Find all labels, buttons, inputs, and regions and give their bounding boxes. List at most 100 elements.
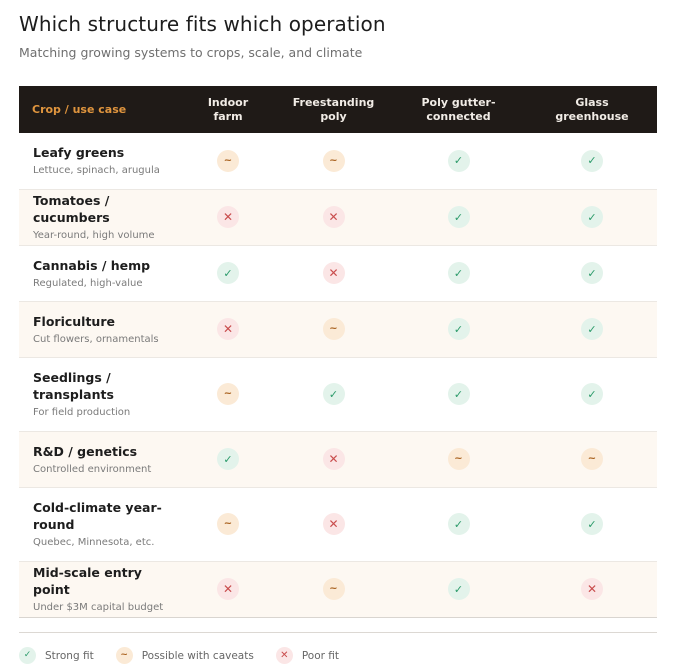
fit-cell-glass-greenhouse: ✓ xyxy=(527,301,657,358)
column-header-freestanding-poly: Freestanding poly xyxy=(277,86,390,133)
table-row: R&D / genetics Controlled environment ✓ ✕ ~ ~ xyxy=(19,431,657,488)
check-icon: ✓ xyxy=(322,383,345,405)
column-header-poly-gutter-connected: Poly gutter- connected xyxy=(390,86,527,133)
fit-cell-glass-greenhouse: ✓ xyxy=(527,189,657,246)
tilde-icon: ~ xyxy=(115,647,133,664)
fit-cell-glass-greenhouse: ✓ xyxy=(527,133,657,190)
tilde-icon: ~ xyxy=(322,149,345,172)
crop-name: Floriculture xyxy=(33,313,179,330)
check-icon: ✓ xyxy=(447,149,470,172)
crop-name-line: Leafy greens xyxy=(33,145,125,161)
fit-cell-glass-greenhouse: ✓ xyxy=(527,357,657,432)
legend-label: Possible with caveats xyxy=(141,649,254,662)
check-icon: ✓ xyxy=(447,262,470,284)
page-title: Which structure fits which operation xyxy=(19,12,386,36)
crop-name: Cold-climate year-round xyxy=(33,499,179,533)
crop-name-line: Mid-scale entry point xyxy=(33,565,142,597)
fit-cell-poly-gutter-connected: ✓ xyxy=(390,133,527,190)
check-icon: ✓ xyxy=(19,647,36,664)
fit-cell-glass-greenhouse: ~ xyxy=(527,431,657,488)
fit-cell-freestanding-poly: ~ xyxy=(277,561,390,618)
check-icon: ✓ xyxy=(447,318,470,340)
cross-icon: ✕ xyxy=(322,206,345,228)
fit-cell-poly-gutter-connected: ✓ xyxy=(390,487,527,562)
crop-name: Seedlings / transplants xyxy=(33,369,179,403)
cross-icon: ✕ xyxy=(322,448,345,470)
column-header-line: poly xyxy=(320,109,347,123)
fit-cell-poly-gutter-connected: ✓ xyxy=(390,357,527,432)
fit-cell-poly-gutter-connected: ✓ xyxy=(390,189,527,246)
tilde-icon: ~ xyxy=(217,513,239,535)
fit-cell-indoor-farm: ✕ xyxy=(179,301,277,358)
crop-name-line: Cannabis / hemp xyxy=(33,257,151,273)
table-header-row: Crop / use case Indoor farm Freestanding… xyxy=(19,86,657,133)
cross-icon: ✕ xyxy=(322,513,345,535)
crop-description: Cut flowers, ornamentals xyxy=(33,333,159,345)
tilde-icon: ~ xyxy=(447,448,470,470)
crop-name-line: Seedlings / xyxy=(33,370,111,385)
cross-icon: ✕ xyxy=(217,206,239,228)
crop-cell: Floriculture Cut flowers, ornamentals xyxy=(19,301,179,358)
fit-cell-freestanding-poly: ✕ xyxy=(277,189,390,246)
column-header-line: farm xyxy=(213,109,243,123)
cross-icon: ✕ xyxy=(275,647,293,664)
crop-name: Mid-scale entry point xyxy=(33,564,179,598)
fit-cell-glass-greenhouse: ✕ xyxy=(527,561,657,618)
crop-description: Year-round, high volume xyxy=(33,230,155,241)
check-icon: ✓ xyxy=(447,513,470,535)
table-row: Floriculture Cut flowers, ornamentals ✕ ~ ✓ ✓ xyxy=(19,301,657,358)
crop-cell: R&D / genetics Controlled environment xyxy=(19,431,179,488)
tilde-icon: ~ xyxy=(322,578,345,600)
column-header-line: Indoor xyxy=(207,95,249,109)
check-icon: ✓ xyxy=(447,578,470,600)
crop-description: Regulated, high-value xyxy=(33,277,143,289)
legend-label: Strong fit xyxy=(45,649,94,662)
crop-name: Tomatoes / cucumbers xyxy=(33,192,179,226)
column-header-line: Glass xyxy=(575,95,609,109)
crop-name-line: Tomatoes / cucumbers xyxy=(33,193,110,225)
fit-cell-glass-greenhouse: ✓ xyxy=(527,245,657,302)
column-header-glass-greenhouse: Glass greenhouse xyxy=(527,86,657,133)
fit-cell-poly-gutter-connected: ✓ xyxy=(390,245,527,302)
table-row: Cold-climate year-round Quebec, Minnesota… xyxy=(19,487,657,562)
crop-name: Leafy greens xyxy=(33,144,179,161)
legend-item-strong: ✓ Strong fit xyxy=(19,647,94,664)
crop-name-line: transplants xyxy=(33,387,114,402)
column-header-crop: Crop / use case xyxy=(19,86,179,133)
fit-cell-freestanding-poly: ~ xyxy=(277,133,390,190)
check-icon: ✓ xyxy=(581,513,603,535)
table-row: Mid-scale entry point Under $3M capital b… xyxy=(19,561,657,618)
legend-item-poor: ✕ Poor fit xyxy=(275,647,339,664)
fit-cell-poly-gutter-connected: ✓ xyxy=(390,561,527,618)
check-icon: ✓ xyxy=(581,149,603,172)
table-body: Leafy greens Lettuce, spinach, arugula ~ ~ ✓… xyxy=(19,133,657,618)
tilde-icon: ~ xyxy=(322,318,345,340)
check-icon: ✓ xyxy=(217,262,239,284)
fit-cell-freestanding-poly: ✓ xyxy=(277,357,390,432)
crop-cell: Leafy greens Lettuce, spinach, arugula xyxy=(19,133,179,190)
fit-cell-indoor-farm: ✕ xyxy=(179,189,277,246)
fit-cell-freestanding-poly: ~ xyxy=(277,301,390,358)
check-icon: ✓ xyxy=(581,262,603,284)
check-icon: ✓ xyxy=(581,383,603,405)
fit-cell-indoor-farm: ✕ xyxy=(179,561,277,618)
column-header-line: greenhouse xyxy=(555,109,629,123)
crop-name: Cannabis / hemp xyxy=(33,257,179,274)
crop-name-line: Floriculture xyxy=(33,313,115,329)
crop-cell: Cold-climate year-round Quebec, Minnesota… xyxy=(19,487,179,562)
page-subtitle: Matching growing systems to crops, scale… xyxy=(19,45,363,60)
fit-cell-indoor-farm: ✓ xyxy=(179,245,277,302)
fit-cell-poly-gutter-connected: ~ xyxy=(390,431,527,488)
tilde-icon: ~ xyxy=(217,149,239,172)
crop-name-line: R&D / genetics xyxy=(33,443,138,459)
cross-icon: ✕ xyxy=(217,578,239,600)
crop-description: Under $3M capital budget xyxy=(33,602,164,613)
fit-cell-indoor-farm: ~ xyxy=(179,133,277,190)
table-row: Tomatoes / cucumbers Year-round, high vol… xyxy=(19,189,657,246)
cross-icon: ✕ xyxy=(322,262,345,284)
cross-icon: ✕ xyxy=(581,578,603,600)
crop-description: Quebec, Minnesota, etc. xyxy=(33,537,155,548)
fit-cell-freestanding-poly: ✕ xyxy=(277,431,390,488)
column-header-line: Freestanding xyxy=(292,95,375,109)
fit-cell-indoor-farm: ~ xyxy=(179,487,277,562)
